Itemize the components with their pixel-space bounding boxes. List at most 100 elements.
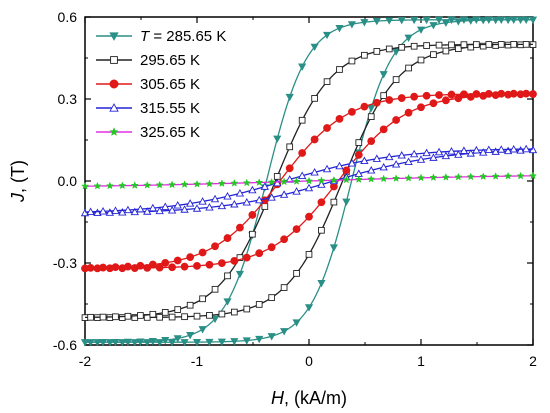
data-point [192,204,202,212]
data-point [280,177,289,186]
data-point [404,173,413,182]
data-point [348,107,356,116]
data-point [248,185,257,194]
data-point [385,17,394,25]
data-point [521,144,531,153]
legend-marker [109,103,119,112]
data-point [466,172,475,181]
data-point [242,337,251,345]
data-point [292,187,301,195]
data-point [236,254,244,261]
data-point [180,262,189,271]
data-point [168,180,177,189]
data-point [429,153,438,161]
data-point [123,205,133,214]
data-point [99,313,107,321]
data-point [372,17,381,26]
data-point [156,313,164,321]
data-point [173,200,182,209]
data-point [224,272,231,280]
data-point [155,263,164,272]
data-point [155,180,164,189]
data-point [161,309,169,316]
x-axis-title: H, (kA/m) [271,388,347,408]
data-point [223,234,232,242]
data-point [105,181,114,190]
series [81,89,537,273]
data-point [210,315,220,324]
data-point [317,280,326,288]
data-point [298,63,307,71]
data-point [479,172,488,181]
data-point [504,171,513,180]
data-point [497,89,506,98]
data-point [416,26,426,34]
data-point [317,180,326,188]
data-point [354,151,363,159]
data-point [516,146,525,154]
data-point [230,338,239,346]
data-point [318,226,325,234]
data-point [422,16,431,25]
data-point [528,145,538,154]
data-point [372,98,381,107]
data-point [355,139,363,146]
data-point [380,92,388,99]
x-tick-label: -2 [79,353,92,369]
legend-label: T = 285.65 K [140,28,226,45]
data-point [136,204,145,213]
data-point [173,256,182,265]
data-point [205,260,214,269]
data-point [491,172,500,180]
data-point [397,94,406,102]
legend-entry: 295.65 K [96,52,200,69]
data-point [273,173,281,180]
data-point [260,182,269,190]
data-point [435,91,443,99]
data-point [161,258,170,267]
data-point [210,194,220,203]
data-point [310,168,319,176]
data-point [248,211,257,219]
data-point [422,91,431,100]
data-point [293,270,300,277]
data-point [298,149,307,157]
data-point [298,116,306,124]
data-point [342,166,351,175]
data-point [192,338,202,347]
y-tick-label: -0.3 [53,255,77,271]
data-point [136,261,145,270]
data-point [448,41,455,49]
y-tick-labels: -0.6 -0.3 0.0 0.3 0.6 [53,9,77,353]
data-point [273,135,282,143]
data-point [304,176,314,185]
data-point [181,313,188,321]
data-point [255,335,264,344]
data-point [198,326,207,334]
legend-marker [110,56,118,64]
data-point [206,311,213,319]
data-point [434,147,444,156]
data-point [522,16,531,24]
data-point [454,172,463,181]
data-point [80,208,90,217]
data-point [404,34,413,42]
legend-entry: T = 285.65 K [96,28,226,45]
data-point [354,175,363,183]
data-point [484,16,493,24]
data-point [148,260,157,269]
data-point [143,263,152,272]
data-point [429,173,438,182]
data-point [504,41,512,49]
legend-entry: 325.65 K [96,124,200,141]
data-point [267,333,276,341]
data-point [255,178,264,186]
data-point [86,263,95,272]
data-point [392,116,401,124]
data-point [509,16,518,24]
data-point [304,183,314,192]
data-point [434,16,444,25]
data-point [347,158,357,167]
data-point [310,43,319,52]
